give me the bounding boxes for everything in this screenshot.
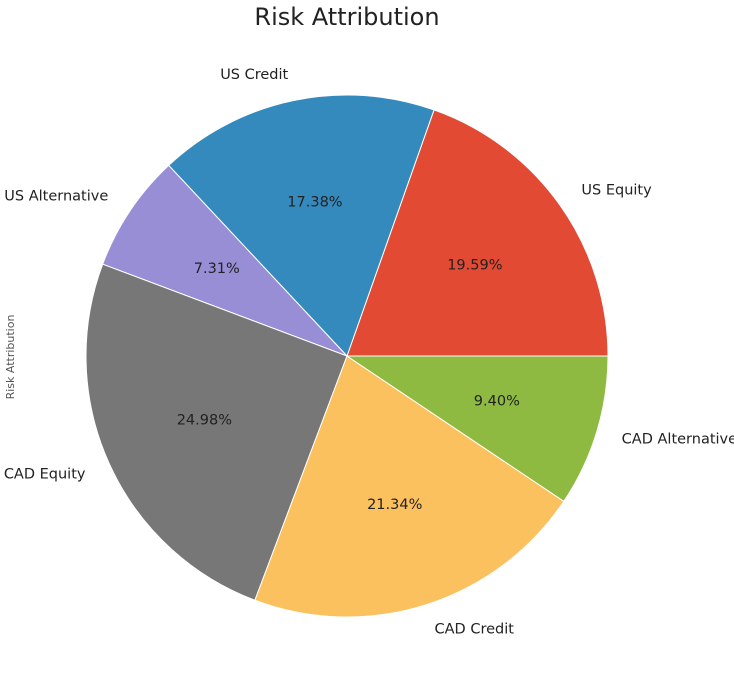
pie-slice-cad-equity — [85, 263, 348, 601]
slice-label-us-alternative: US Alternative — [4, 188, 108, 204]
pct-label-us-alternative: 7.31% — [194, 261, 240, 277]
pie-slice-us-alternative — [102, 164, 348, 357]
pct-label-us-credit: 17.38% — [287, 195, 342, 211]
pie-slice-cad-credit — [254, 355, 565, 618]
slice-label-us-credit: US Credit — [220, 67, 288, 83]
pct-label-cad-alternative: 9.40% — [474, 394, 520, 410]
slice-label-cad-credit: CAD Credit — [435, 621, 515, 637]
chart-title: Risk Attribution — [254, 3, 439, 31]
slice-label-cad-equity: CAD Equity — [4, 466, 86, 482]
pie-slices — [85, 94, 609, 618]
y-axis-label: Risk Attribution — [4, 315, 17, 400]
slice-label-us-equity: US Equity — [581, 182, 652, 198]
pie-slice-us-credit — [167, 94, 435, 357]
pct-label-cad-equity: 24.98% — [177, 413, 232, 429]
slice-label-cad-alternative: CAD Alternative — [622, 432, 734, 448]
pct-label-cad-credit: 21.34% — [367, 497, 422, 513]
pct-label-us-equity: 19.59% — [447, 258, 502, 274]
pie-labels: 19.59% US Equity 17.38% US Credit 7.31% US Al… — [4, 67, 734, 637]
pie-slice-cad-alternative — [345, 355, 609, 503]
pie-slice-us-equity — [346, 109, 609, 357]
